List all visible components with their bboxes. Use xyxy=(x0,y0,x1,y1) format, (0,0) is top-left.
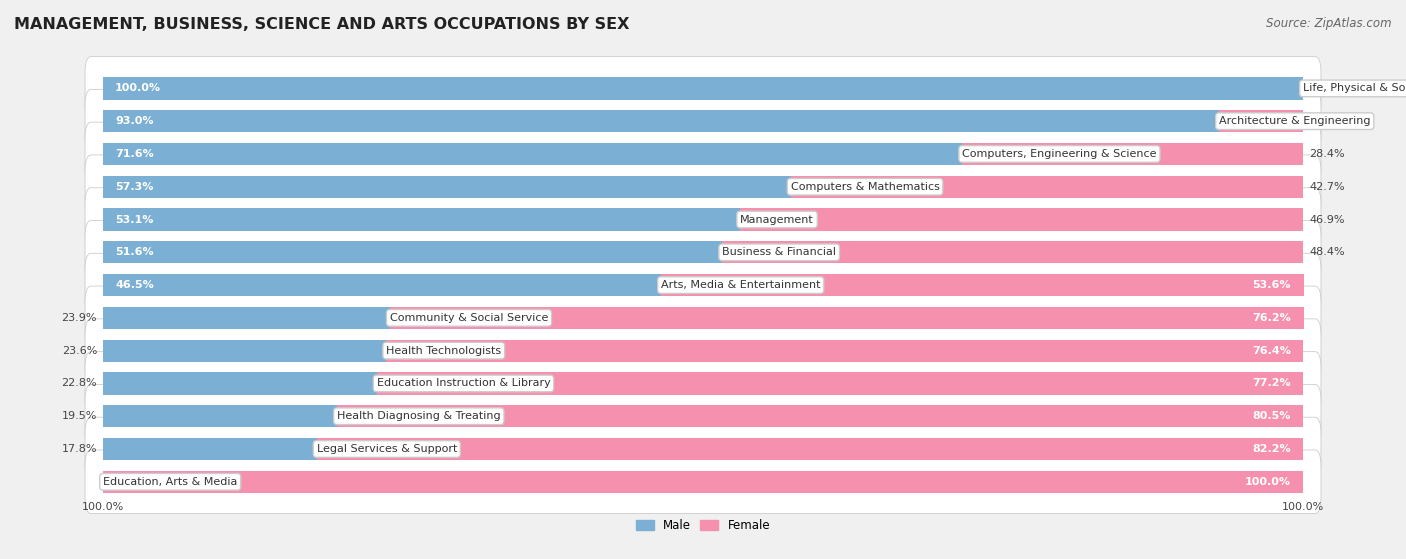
Text: 77.2%: 77.2% xyxy=(1253,378,1291,389)
Text: 53.6%: 53.6% xyxy=(1253,280,1291,290)
Bar xyxy=(740,209,1303,231)
Legend: Male, Female: Male, Female xyxy=(631,514,775,537)
Text: Education Instruction & Library: Education Instruction & Library xyxy=(377,378,550,389)
Text: 48.4%: 48.4% xyxy=(1309,247,1344,257)
Text: Health Technologists: Health Technologists xyxy=(387,345,502,356)
Text: 17.8%: 17.8% xyxy=(62,444,97,454)
Text: Community & Social Service: Community & Social Service xyxy=(389,313,548,323)
FancyBboxPatch shape xyxy=(84,155,1322,219)
Bar xyxy=(377,372,1303,395)
Bar xyxy=(103,110,1219,132)
Text: 42.7%: 42.7% xyxy=(1309,182,1344,192)
Text: 71.6%: 71.6% xyxy=(115,149,153,159)
Bar xyxy=(389,307,1305,329)
Bar xyxy=(316,438,1303,460)
FancyBboxPatch shape xyxy=(84,385,1322,448)
Text: 46.5%: 46.5% xyxy=(115,280,153,290)
Text: 100.0%: 100.0% xyxy=(115,83,162,93)
Bar xyxy=(790,176,1303,198)
Text: 100.0%: 100.0% xyxy=(82,502,124,512)
FancyBboxPatch shape xyxy=(84,188,1322,252)
Bar xyxy=(103,405,337,428)
Text: 23.9%: 23.9% xyxy=(62,313,97,323)
Bar xyxy=(103,209,740,231)
Text: 51.6%: 51.6% xyxy=(115,247,153,257)
FancyBboxPatch shape xyxy=(84,220,1322,284)
Bar xyxy=(661,274,1305,296)
Bar xyxy=(103,77,1303,100)
Text: 100.0%: 100.0% xyxy=(1244,477,1291,487)
Text: Education, Arts & Media: Education, Arts & Media xyxy=(103,477,238,487)
Text: 28.4%: 28.4% xyxy=(1309,149,1344,159)
Text: 19.5%: 19.5% xyxy=(62,411,97,421)
Bar xyxy=(103,372,377,395)
Text: 100.0%: 100.0% xyxy=(1282,502,1324,512)
Bar xyxy=(103,438,316,460)
FancyBboxPatch shape xyxy=(84,352,1322,415)
Text: 53.1%: 53.1% xyxy=(115,215,153,225)
Bar xyxy=(962,143,1303,165)
Bar xyxy=(1219,110,1303,132)
FancyBboxPatch shape xyxy=(84,89,1322,153)
FancyBboxPatch shape xyxy=(84,450,1322,514)
FancyBboxPatch shape xyxy=(84,286,1322,350)
Text: Business & Financial: Business & Financial xyxy=(723,247,837,257)
Text: 76.4%: 76.4% xyxy=(1253,345,1291,356)
Text: 93.0%: 93.0% xyxy=(115,116,153,126)
Bar xyxy=(103,339,387,362)
Bar xyxy=(103,143,962,165)
Text: Computers, Engineering & Science: Computers, Engineering & Science xyxy=(962,149,1157,159)
Bar xyxy=(723,241,1303,263)
Text: Legal Services & Support: Legal Services & Support xyxy=(316,444,457,454)
Text: 82.2%: 82.2% xyxy=(1253,444,1291,454)
FancyBboxPatch shape xyxy=(84,122,1322,186)
Bar xyxy=(103,176,790,198)
Bar xyxy=(103,274,661,296)
Text: 23.6%: 23.6% xyxy=(62,345,97,356)
Text: Computers & Mathematics: Computers & Mathematics xyxy=(790,182,939,192)
Bar xyxy=(387,339,1303,362)
Text: 57.3%: 57.3% xyxy=(115,182,153,192)
Text: 80.5%: 80.5% xyxy=(1253,411,1291,421)
FancyBboxPatch shape xyxy=(84,253,1322,317)
Text: Architecture & Engineering: Architecture & Engineering xyxy=(1219,116,1371,126)
Text: 76.2%: 76.2% xyxy=(1253,313,1291,323)
Text: 22.8%: 22.8% xyxy=(62,378,97,389)
Text: Management: Management xyxy=(740,215,814,225)
Bar xyxy=(337,405,1303,428)
Bar xyxy=(103,307,389,329)
Text: Arts, Media & Entertainment: Arts, Media & Entertainment xyxy=(661,280,821,290)
FancyBboxPatch shape xyxy=(84,417,1322,481)
Text: MANAGEMENT, BUSINESS, SCIENCE AND ARTS OCCUPATIONS BY SEX: MANAGEMENT, BUSINESS, SCIENCE AND ARTS O… xyxy=(14,17,630,32)
Text: Source: ZipAtlas.com: Source: ZipAtlas.com xyxy=(1267,17,1392,30)
Bar xyxy=(103,241,723,263)
Text: Health Diagnosing & Treating: Health Diagnosing & Treating xyxy=(337,411,501,421)
FancyBboxPatch shape xyxy=(84,56,1322,120)
FancyBboxPatch shape xyxy=(84,319,1322,382)
Text: Life, Physical & Social Science: Life, Physical & Social Science xyxy=(1303,83,1406,93)
Text: 7.0%: 7.0% xyxy=(1309,116,1337,126)
Bar xyxy=(103,471,1303,493)
Text: 46.9%: 46.9% xyxy=(1309,215,1344,225)
